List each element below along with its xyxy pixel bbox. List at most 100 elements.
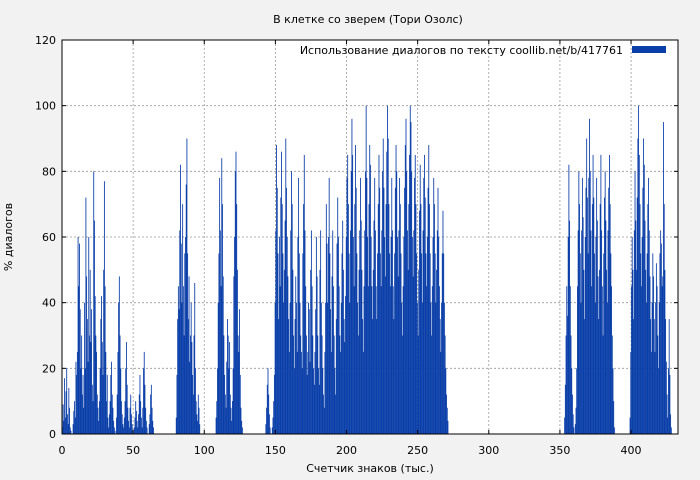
bar bbox=[231, 420, 233, 434]
bar bbox=[145, 420, 147, 434]
bar bbox=[82, 374, 84, 434]
bar bbox=[130, 414, 132, 434]
bar bbox=[108, 414, 110, 434]
bar bbox=[189, 361, 191, 434]
bar bbox=[176, 374, 178, 434]
bar bbox=[669, 374, 671, 434]
bar bbox=[125, 368, 127, 434]
bar bbox=[406, 230, 408, 434]
bar bbox=[347, 204, 349, 434]
bar bbox=[632, 269, 634, 434]
bar bbox=[431, 286, 433, 434]
bar bbox=[114, 430, 116, 434]
bar bbox=[607, 230, 609, 434]
x-tick-label: 100 bbox=[194, 444, 215, 457]
bar bbox=[401, 302, 403, 434]
bar bbox=[139, 374, 141, 434]
x-axis-ticks: 0 50 100 150 200 250 300 350 400 bbox=[59, 40, 642, 457]
bar bbox=[394, 187, 396, 434]
bar bbox=[434, 253, 436, 434]
bar bbox=[98, 401, 100, 434]
bar bbox=[301, 351, 302, 434]
bar bbox=[594, 253, 595, 434]
y-axis-label: % диалогов bbox=[2, 203, 15, 271]
bar bbox=[182, 204, 184, 434]
bar bbox=[354, 204, 356, 434]
bar bbox=[104, 286, 106, 434]
bar bbox=[414, 154, 416, 434]
bar bbox=[280, 197, 282, 434]
bar bbox=[586, 197, 588, 434]
bar bbox=[105, 351, 107, 434]
bar bbox=[352, 237, 354, 434]
bar bbox=[657, 335, 659, 434]
bar bbox=[432, 237, 434, 434]
bar bbox=[579, 204, 580, 434]
bar bbox=[640, 253, 642, 434]
bar bbox=[239, 309, 240, 434]
bar bbox=[422, 230, 424, 434]
bar bbox=[368, 204, 370, 434]
bar bbox=[586, 138, 588, 434]
bar bbox=[219, 230, 221, 434]
bar bbox=[570, 335, 572, 434]
bar bbox=[391, 177, 393, 434]
bar bbox=[412, 276, 414, 434]
bar bbox=[121, 414, 123, 434]
bar bbox=[310, 269, 312, 434]
bar bbox=[362, 319, 364, 434]
bar bbox=[107, 417, 109, 434]
bar bbox=[226, 361, 228, 434]
bar bbox=[406, 171, 408, 435]
bar bbox=[102, 374, 104, 434]
bar bbox=[565, 335, 567, 434]
bar bbox=[650, 351, 652, 434]
bar bbox=[352, 154, 354, 434]
bar bbox=[305, 335, 307, 434]
bar bbox=[583, 269, 585, 434]
bar bbox=[584, 237, 586, 434]
bar bbox=[74, 401, 75, 434]
bar bbox=[597, 276, 599, 434]
bar bbox=[329, 253, 331, 434]
bar bbox=[613, 427, 615, 434]
bar bbox=[426, 237, 428, 434]
bar bbox=[113, 427, 115, 434]
bar bbox=[316, 276, 318, 434]
bar bbox=[241, 427, 243, 434]
bar bbox=[411, 237, 413, 434]
bar bbox=[377, 204, 379, 434]
y-tick-label: 120 bbox=[35, 34, 56, 47]
bar bbox=[602, 335, 604, 434]
bar bbox=[575, 407, 577, 434]
bar bbox=[402, 335, 403, 434]
bar bbox=[396, 171, 398, 435]
bar bbox=[649, 276, 651, 434]
bar bbox=[367, 286, 369, 434]
bar bbox=[278, 319, 280, 434]
bar bbox=[88, 237, 90, 434]
bar bbox=[589, 171, 591, 435]
bar bbox=[374, 177, 376, 434]
bar bbox=[121, 401, 122, 434]
bar bbox=[101, 342, 103, 434]
bar bbox=[215, 417, 217, 434]
bar bbox=[421, 253, 423, 434]
bar bbox=[613, 401, 615, 434]
bar bbox=[378, 154, 380, 434]
bar bbox=[571, 368, 573, 434]
bar bbox=[193, 335, 195, 434]
bar bbox=[92, 401, 94, 434]
bar bbox=[295, 276, 297, 434]
bar bbox=[111, 361, 112, 434]
bar bbox=[664, 269, 666, 434]
bar bbox=[318, 384, 320, 434]
bar bbox=[661, 286, 663, 434]
bar bbox=[636, 197, 638, 434]
bar bbox=[338, 286, 340, 434]
bar bbox=[307, 351, 309, 434]
bar bbox=[343, 319, 345, 434]
bar bbox=[376, 319, 378, 434]
bar bbox=[310, 230, 312, 434]
